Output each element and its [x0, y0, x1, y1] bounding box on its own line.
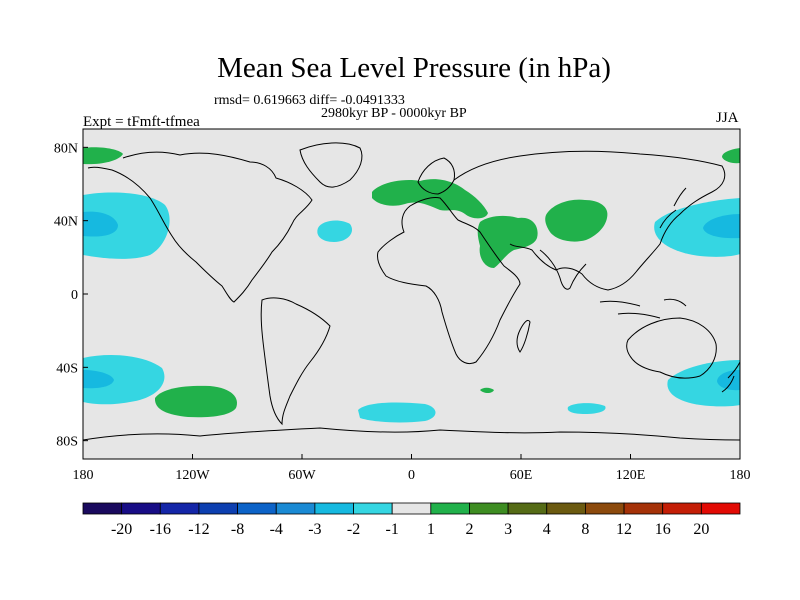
lon-tick-label: 180 [73, 468, 94, 483]
north-pacific-east-low-core [703, 214, 740, 239]
arctic-high-west [83, 147, 123, 165]
lon-tick-label: 60E [510, 468, 533, 483]
colorbar-swatch [700, 502, 741, 515]
lat-tick-label: 40S [56, 361, 78, 376]
lat-tick-label: 80S [56, 435, 78, 450]
latitude-axis: 80N 40N 0 40S 80S [54, 141, 88, 450]
colorbar-swatch [314, 502, 354, 515]
rmsd-diff-stats: rmsd= 0.619663 diff= -0.0491333 [214, 93, 405, 108]
map-title: Mean Sea Level Pressure (in hPa) [217, 52, 611, 84]
colorbar-label: 3 [504, 521, 512, 538]
colorbar-swatch [121, 502, 161, 515]
season-label: JJA [716, 110, 739, 126]
north-pacific-west-low [83, 192, 170, 259]
colorbar-swatch [469, 502, 509, 515]
experiment-label: Expt = tFmft-tfmea [83, 114, 200, 130]
indonesia-coastline [599, 298, 687, 319]
south-pacific-high [154, 385, 237, 418]
north-atlantic-low [317, 220, 353, 242]
lon-tick-label: 60W [288, 468, 316, 483]
south-indian-ocean-high [480, 387, 494, 393]
colorbar-label: 16 [655, 521, 671, 538]
colorbar-label: 8 [581, 521, 589, 538]
antarctica-coastline [83, 427, 740, 441]
colorbar-label: 12 [616, 521, 632, 538]
colorbar-swatch [585, 502, 625, 515]
map-plot-area [82, 128, 741, 460]
north-pacific-west-low-core [83, 211, 118, 237]
europe-high [372, 179, 488, 219]
south-pacific-low-west [83, 355, 165, 405]
colorbar-swatch [237, 502, 277, 515]
colorbar-label: -4 [270, 521, 283, 538]
colorbar-swatch [662, 502, 702, 515]
colorbar-label: -8 [231, 521, 244, 538]
colorbar-label: -2 [347, 521, 360, 538]
north-america-coastline [87, 151, 313, 303]
asia-coastline [453, 150, 726, 291]
central-asia-high [545, 199, 608, 242]
south-pacific-low-west-core [83, 370, 114, 389]
longitude-axis: 180 120W 60W 0 60E 120E 180 [73, 454, 751, 483]
greenland-coastline [299, 142, 363, 188]
colorbar-swatch [391, 502, 432, 515]
colorbar-swatch [198, 502, 238, 515]
south-america-coastline [260, 297, 331, 426]
colorbar: -20 -16 -12 -8 -4 -3 -2 -1 1 2 3 4 8 12 16 20 [82, 502, 741, 538]
colorbar-label: -1 [386, 521, 399, 538]
south-atlantic-low [358, 402, 436, 423]
colorbar-swatch [159, 502, 200, 515]
north-pacific-east-low [654, 198, 740, 257]
colorbar-label: -3 [308, 521, 321, 538]
colorbar-swatch [507, 502, 548, 515]
new-zealand-coastline [721, 361, 740, 393]
middle-east-high [477, 215, 538, 268]
australia-coastline [626, 317, 717, 379]
colorbar-label: -16 [150, 521, 171, 538]
lon-tick-label: 180 [730, 468, 751, 483]
anomaly-fills [83, 147, 740, 423]
colorbar-swatch [275, 502, 316, 515]
colorbar-swatch [82, 502, 123, 515]
coastlines [83, 142, 740, 441]
colorbar-label: 1 [427, 521, 435, 538]
lat-tick-label: 40N [54, 215, 78, 230]
colorbar-label: 20 [693, 521, 709, 538]
colorbar-label: -20 [111, 521, 132, 538]
madagascar-coastline [516, 319, 531, 353]
lon-tick-label: 120W [175, 468, 210, 483]
time-period: 2980kyr BP - 0000kyr BP [321, 106, 467, 121]
colorbar-label: 2 [465, 521, 473, 538]
colorbar-label: -12 [188, 521, 209, 538]
japan-coastline [659, 187, 687, 229]
lat-tick-label: 0 [71, 288, 78, 303]
colorbar-swatch [623, 502, 664, 515]
lon-tick-label: 120E [616, 468, 646, 483]
south-pacific-low-east-core [717, 370, 740, 391]
south-pacific-low-east [667, 360, 740, 407]
lat-tick-label: 80N [54, 141, 78, 156]
lon-tick-label: 0 [408, 468, 415, 483]
india-coastline [539, 249, 587, 290]
colorbar-swatch [546, 502, 586, 515]
colorbar-label: 4 [543, 521, 551, 538]
colorbar-swatch [353, 502, 393, 515]
southern-indian-ocean-low [567, 403, 606, 414]
arctic-high-east [722, 148, 740, 164]
colorbar-swatch [430, 502, 470, 515]
europe-africa-coastline [377, 197, 521, 365]
